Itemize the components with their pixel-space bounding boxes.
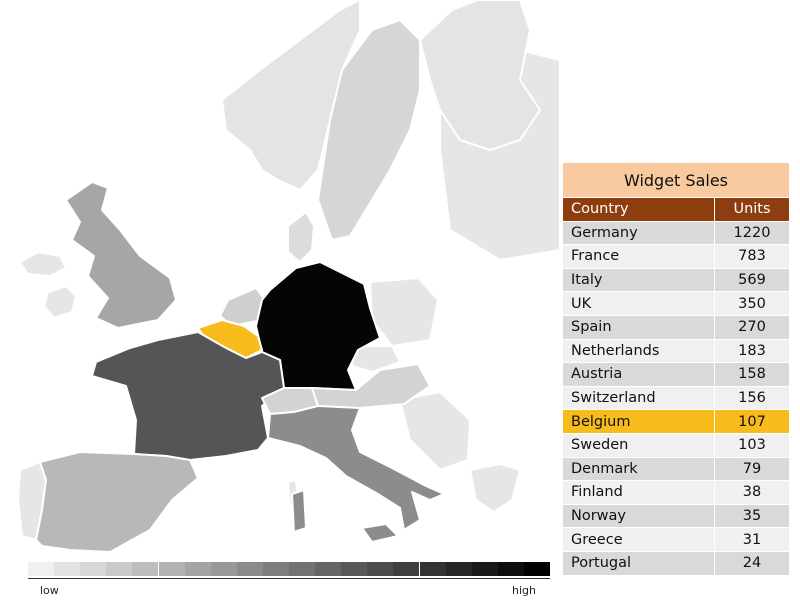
scale-step (419, 562, 446, 576)
scale-step (497, 562, 524, 576)
country-iceland (19, 251, 67, 277)
country-cell: UK (562, 291, 715, 316)
scale-step (445, 562, 472, 576)
units-cell: 38 (714, 480, 790, 505)
country-cell: Portugal (562, 550, 715, 576)
country-cell: Denmark (562, 456, 715, 482)
country-france (91, 331, 285, 461)
units-cell: 158 (714, 362, 790, 387)
column-header-country: Country (562, 197, 715, 222)
country-greece (469, 463, 521, 513)
units-cell: 24 (714, 550, 790, 576)
table-row: Switzerland 156 (562, 385, 790, 411)
table-row: Finland 38 (562, 480, 790, 505)
table-row: UK 350 (562, 291, 790, 316)
europe-map (17, 0, 560, 553)
country-cell: Finland (562, 480, 715, 505)
country-denmark (287, 211, 315, 263)
table-title: Widget Sales (562, 162, 790, 198)
scale-step (471, 562, 498, 576)
table-row: Belgium 107 (562, 409, 790, 434)
units-cell: 1220 (714, 220, 790, 246)
country-cell: Norway (562, 503, 715, 529)
country-cell: Spain (562, 314, 715, 340)
scale-high-label: high (512, 584, 536, 597)
scale-step (262, 562, 289, 576)
widget-sales-table: Widget Sales Country Units Germany 1220 Fr… (562, 162, 790, 576)
units-cell: 107 (714, 409, 790, 434)
country-sweden (317, 19, 421, 241)
scale-step (393, 562, 420, 576)
table-row: Portugal 24 (562, 550, 790, 576)
country-cell: Netherlands (562, 338, 715, 364)
scale-low-label: low (40, 584, 59, 597)
table-row: Denmark 79 (562, 456, 790, 482)
units-cell: 350 (714, 291, 790, 316)
units-cell: 79 (714, 456, 790, 482)
table-row: France 783 (562, 244, 790, 269)
table-row: Norway 35 (562, 503, 790, 529)
scale-step (80, 562, 107, 576)
units-cell: 31 (714, 527, 790, 552)
scale-step (210, 562, 237, 576)
scale-step (54, 562, 81, 576)
units-cell: 103 (714, 432, 790, 458)
units-cell: 156 (714, 385, 790, 411)
table-row: Austria 158 (562, 362, 790, 387)
scale-step (132, 562, 159, 576)
country-ireland (43, 285, 77, 319)
scale-step (184, 562, 211, 576)
country-cell: Greece (562, 527, 715, 552)
table-row: Netherlands 183 (562, 338, 790, 364)
units-cell: 270 (714, 314, 790, 340)
scale-step (367, 562, 394, 576)
scale-arrow-line (28, 578, 550, 579)
scale-step (158, 562, 185, 576)
color-scale-bar (28, 560, 550, 580)
country-cell: Austria (562, 362, 715, 387)
scale-step (315, 562, 342, 576)
country-cell: Germany (562, 220, 715, 246)
table-row: Spain 270 (562, 314, 790, 340)
scale-step (28, 562, 55, 576)
table-row: Greece 31 (562, 527, 790, 552)
country-balkans (399, 391, 471, 471)
scale-step (289, 562, 316, 576)
country-italy (267, 405, 445, 531)
country-cell: Sweden (562, 432, 715, 458)
table-row: Sweden 103 (562, 432, 790, 458)
country-finland (419, 0, 541, 151)
scale-step (341, 562, 368, 576)
country-spain (35, 451, 199, 553)
country-italy-sardinia (291, 489, 307, 533)
scale-step (523, 562, 550, 576)
column-header-units: Units (714, 197, 790, 222)
country-italy-sicily (361, 523, 399, 543)
country-cell: France (562, 244, 715, 269)
units-cell: 783 (714, 244, 790, 269)
country-cell: Italy (562, 267, 715, 293)
units-cell: 569 (714, 267, 790, 293)
country-cell: Belgium (562, 409, 715, 434)
table-row: Italy 569 (562, 267, 790, 293)
table-row: Germany 1220 (562, 220, 790, 246)
scale-step (236, 562, 263, 576)
country-uk (65, 181, 177, 329)
scale-step (106, 562, 133, 576)
table-body: Germany 1220 France 783 Italy 569 UK 350 Spain 27… (562, 220, 790, 576)
units-cell: 35 (714, 503, 790, 529)
country-cell: Switzerland (562, 385, 715, 411)
units-cell: 183 (714, 338, 790, 364)
